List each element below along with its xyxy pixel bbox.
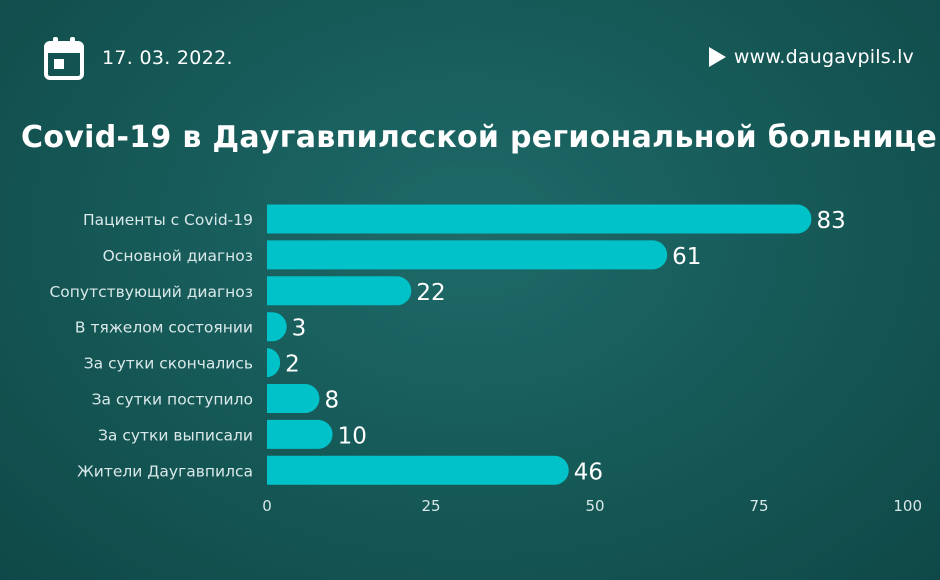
category-label: Пациенты с Covid-19 — [83, 211, 253, 229]
website-text: www.daugavpils.lv — [733, 46, 914, 68]
category-label: В тяжелом состоянии — [75, 319, 253, 337]
bar — [267, 348, 281, 378]
x-tick-label: 0 — [262, 497, 272, 515]
chart-title: Covid-19 в Даугавпилсской региональной б… — [21, 120, 937, 155]
bar — [267, 419, 333, 449]
bar — [267, 276, 412, 306]
category-label: Сопутствующий диагноз — [49, 283, 253, 301]
category-label: Жители Даугавпилса — [77, 462, 253, 480]
value-label: 83 — [816, 208, 845, 234]
bar — [267, 312, 287, 342]
value-label: 46 — [574, 459, 603, 485]
play-icon — [708, 47, 726, 67]
value-label: 10 — [338, 423, 367, 449]
bar — [267, 240, 668, 270]
value-label: 8 — [324, 388, 339, 414]
x-tick-label: 25 — [421, 497, 440, 515]
value-label: 22 — [416, 280, 445, 306]
value-label: 3 — [292, 316, 307, 342]
date-header: 17. 03. 2022. — [44, 36, 233, 80]
bar — [267, 204, 812, 234]
x-tick-label: 75 — [749, 497, 768, 515]
x-tick-label: 50 — [585, 497, 604, 515]
calendar-icon — [44, 37, 84, 80]
category-label: За сутки скончались — [84, 355, 253, 373]
bar — [267, 455, 569, 485]
category-label: За сутки выписали — [98, 426, 253, 444]
website-link[interactable]: www.daugavpils.lv — [708, 46, 914, 68]
date-text: 17. 03. 2022. — [102, 47, 233, 69]
category-label: За сутки поступило — [92, 391, 253, 409]
bar — [267, 384, 320, 413]
value-label: 2 — [285, 352, 300, 378]
value-label: 61 — [672, 244, 701, 270]
x-tick-label: 100 — [893, 497, 922, 515]
category-label: Основной диагноз — [103, 247, 253, 265]
